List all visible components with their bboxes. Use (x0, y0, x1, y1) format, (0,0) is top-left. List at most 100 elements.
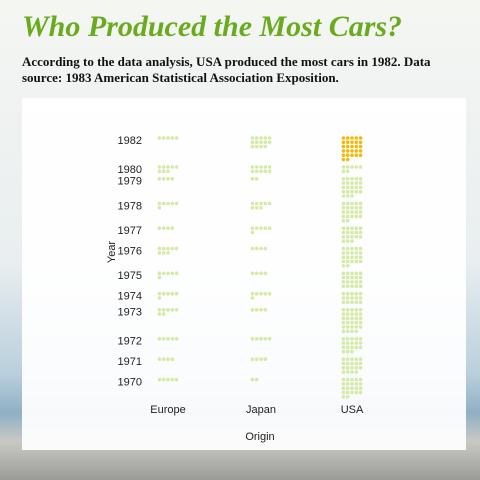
dot (358, 230, 363, 235)
dot (345, 296, 350, 300)
dot (345, 194, 350, 198)
dot (350, 206, 354, 210)
dot (350, 230, 354, 235)
dot (350, 370, 354, 374)
dot-group (341, 177, 363, 198)
dot-group (157, 357, 175, 362)
dot (174, 201, 179, 206)
dot (350, 185, 354, 190)
dot (254, 271, 259, 276)
dot (263, 337, 268, 341)
dot (345, 185, 350, 190)
dot (161, 308, 166, 312)
dot (345, 337, 350, 341)
dot (267, 291, 272, 296)
dot (358, 136, 363, 140)
dot (345, 136, 350, 140)
dot (358, 144, 363, 149)
dot (354, 308, 359, 312)
dot (358, 271, 363, 276)
dot (350, 337, 354, 341)
dot-group (341, 357, 363, 374)
dot (341, 312, 346, 316)
dot (358, 284, 363, 289)
dot-group (157, 291, 179, 300)
dot (358, 312, 363, 316)
dot (358, 325, 363, 329)
dot (350, 177, 354, 181)
dot (161, 246, 166, 251)
dot (254, 165, 259, 169)
dot (341, 395, 346, 399)
dot (341, 316, 346, 321)
dot (250, 144, 255, 149)
dot (358, 210, 363, 214)
dot (358, 291, 363, 296)
dot (345, 366, 350, 370)
dot (354, 206, 359, 210)
dot (350, 312, 354, 316)
dot (350, 239, 354, 243)
dot (259, 271, 263, 276)
dot (157, 169, 162, 174)
dot (345, 169, 350, 174)
dot (341, 320, 346, 325)
dot (350, 153, 354, 157)
dot (341, 366, 346, 370)
dot-group (157, 201, 179, 210)
dot (345, 361, 350, 366)
dot (170, 165, 175, 169)
dot (157, 312, 162, 316)
dot (350, 308, 354, 312)
dot (350, 284, 354, 289)
dot (345, 308, 350, 312)
dot (157, 357, 162, 362)
dot (350, 181, 354, 185)
dot (350, 300, 354, 305)
dot (174, 337, 179, 341)
dot (250, 357, 255, 362)
dot (250, 230, 255, 235)
dot (358, 357, 363, 362)
dot (354, 140, 359, 145)
dot (345, 165, 350, 169)
dot-group (157, 136, 179, 140)
dot (250, 201, 255, 206)
x-tick-label: Japan (246, 404, 276, 416)
dot (358, 153, 363, 157)
dot (267, 169, 272, 174)
dot (354, 149, 359, 153)
y-tick-label: 1978 (118, 200, 142, 212)
dot (345, 214, 350, 219)
dot (267, 201, 272, 206)
dot (358, 140, 363, 145)
dot (354, 177, 359, 181)
dot (350, 320, 354, 325)
dot (157, 136, 162, 140)
dot-group (250, 136, 272, 149)
dot (170, 226, 175, 230)
y-tick-label: 1976 (118, 246, 142, 258)
dot (345, 325, 350, 329)
dot (250, 177, 255, 181)
dot (341, 226, 346, 230)
dot (358, 341, 363, 345)
dot-group (341, 377, 363, 399)
y-tick-label: 1977 (118, 225, 142, 237)
dot (170, 246, 175, 251)
dot-group (250, 291, 272, 300)
dot (350, 280, 354, 284)
dot (345, 341, 350, 345)
dot (174, 165, 179, 169)
dot (354, 271, 359, 276)
dot (259, 291, 263, 296)
dot (174, 308, 179, 312)
dot (354, 300, 359, 305)
dot (166, 177, 170, 181)
dot (354, 345, 359, 350)
dot (350, 296, 354, 300)
dot (350, 210, 354, 214)
dot (354, 255, 359, 259)
dot (250, 337, 255, 341)
dot (341, 189, 346, 194)
